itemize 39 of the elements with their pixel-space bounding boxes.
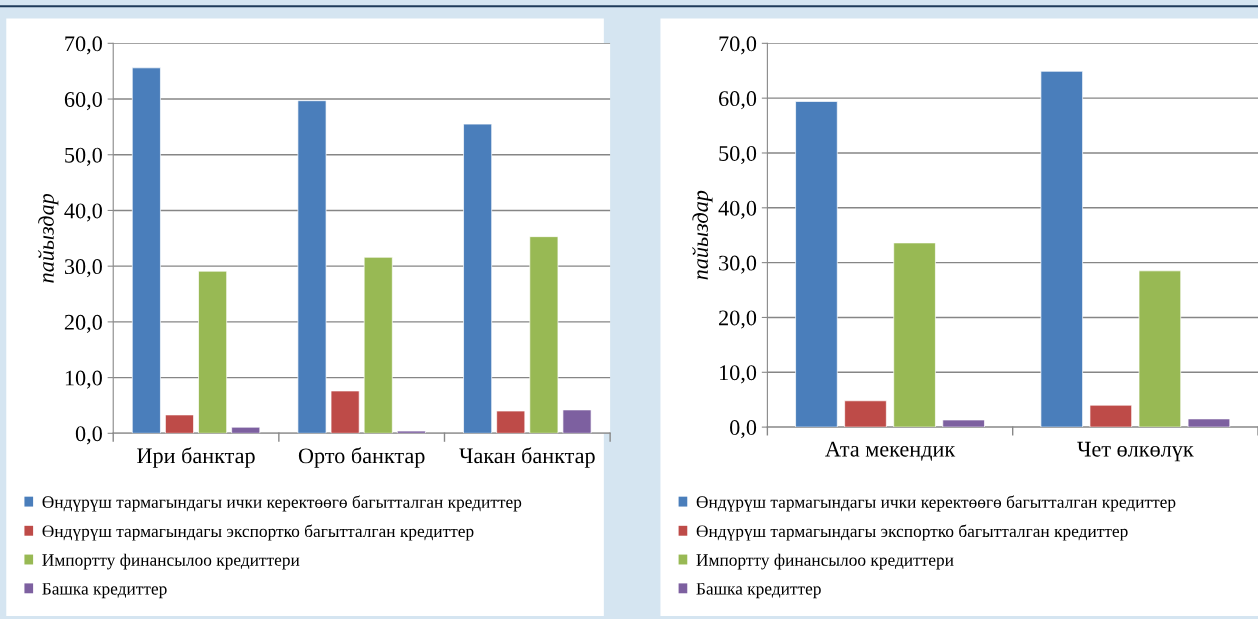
y-axis-title: пайыздар: [691, 190, 713, 280]
y-tick-label: 60,0: [719, 91, 757, 110]
legend-label: Өндүрүш тармагындагы ички керектөөгө багытталган кредиттер: [42, 495, 522, 512]
x-tick-label: Орто банктар: [298, 447, 425, 468]
legend-label: Өндүрүш тармагындагы экспортко багытталган кредиттер: [42, 524, 474, 541]
x-tick-label: Ири банктар: [137, 447, 255, 468]
y-tick-label: 30,0: [64, 259, 102, 278]
y-tick-label: 20,0: [64, 314, 102, 334]
bar: [1138, 270, 1182, 428]
y-tick-label: 10,0: [65, 370, 102, 389]
y-tick-label: 10,0: [720, 365, 757, 384]
y-tick-label: 20,0: [719, 310, 757, 329]
legend-label: Өндүрүш тармагындагы экспортко багытталган кредиттер: [696, 524, 1128, 541]
y-tick-label: 70,0: [719, 36, 757, 55]
bar: [1187, 418, 1231, 428]
legend-label: Импортту финансылоо кредиттери: [42, 553, 300, 570]
bar: [1040, 70, 1083, 428]
bar: [1089, 404, 1133, 428]
y-tick-label: 0,0: [75, 426, 102, 445]
y-tick-label: 30,0: [719, 255, 757, 274]
bar: [893, 242, 936, 428]
y-tick-label: 50,0: [65, 147, 102, 166]
legend-label: Башка кредиттер: [696, 583, 821, 599]
y-tick-label: 40,0: [64, 203, 102, 222]
x-tick-label: Ата мекендик: [825, 441, 956, 461]
legend-label: Өндүрүш тармагындагы ички керектөөгө багытталган кредиттер: [696, 495, 1176, 512]
y-tick-label: 50,0: [719, 145, 757, 165]
y-tick-label: 70,0: [65, 36, 102, 55]
y-tick-label: 40,0: [718, 200, 757, 219]
bar: [942, 419, 985, 428]
x-tick-label: Чет өлкөлүк: [1077, 441, 1194, 462]
y-tick-label: 60,0: [64, 91, 102, 111]
bar: [844, 400, 887, 428]
legend-label: Импортту финансылоо кредиттери: [696, 553, 954, 570]
y-tick-label: 0,0: [730, 420, 757, 439]
legend-label: Башка кредиттер: [42, 583, 167, 599]
bar: [795, 101, 838, 428]
y-axis-title: пайыздар: [37, 193, 59, 283]
x-tick-label: Чакан банктар: [459, 447, 595, 468]
